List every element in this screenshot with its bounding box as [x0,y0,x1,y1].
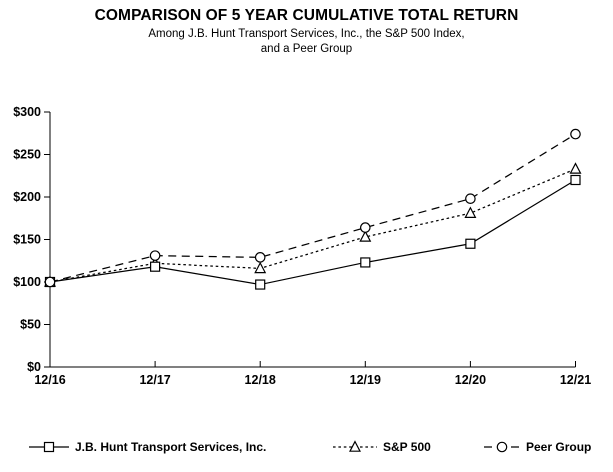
series-line-2 [49,133,576,283]
triangle-marker [569,162,582,174]
chart-legend: J.B. Hunt Transport Services, Inc. S&P 5… [0,440,613,460]
x-tick-label: 12/17 [139,373,170,387]
y-tick-label: $100 [13,275,41,289]
triangle-marker [464,206,477,218]
series-markers-2 [44,128,581,288]
legend-label-jb-hunt: J.B. Hunt Transport Services, Inc. [75,440,267,454]
cumulative-return-line-chart: $0 $50 $100 $150 $200 $250 $300 12/16 12/17 12/18… [13,105,591,387]
legend-swatch-circle-dashed-line [484,441,520,453]
y-tick-label: $250 [13,148,41,162]
square-marker [465,238,476,249]
circle-marker [465,193,476,204]
triangle-marker [349,440,361,452]
triangle-marker [254,261,267,274]
series-line-0 [49,179,576,286]
chart-subtitle-line2: and a Peer Group [260,43,353,55]
square-marker [150,261,161,272]
x-tick-label: 12/18 [245,373,276,387]
chart-subtitle-line1: Among J.B. Hunt Transport Services, Inc.… [148,28,465,40]
legend-swatch-square-solid-line [29,441,69,453]
circle-marker [496,441,508,453]
y-axis-ticks: $0 $50 $100 $150 $200 $250 $300 [13,105,50,374]
y-tick-label: $200 [13,190,41,204]
square-marker [255,279,266,290]
x-axis-ticks: 12/16 12/17 12/18 12/19 12/20 12/21 [34,361,591,387]
circle-marker [570,128,581,140]
legend-swatch-triangle-dotted-line [333,440,377,452]
y-tick-label: $0 [27,360,41,374]
circle-marker [359,222,371,233]
x-tick-label: 12/20 [455,373,486,387]
series-markers-1 [44,162,582,287]
triangle-marker [359,230,372,242]
x-tick-label: 12/21 [560,373,591,387]
y-tick-label: $150 [13,233,41,247]
legend-item-jb-hunt: J.B. Hunt Transport Services, Inc. [29,440,266,454]
y-tick-label: $300 [13,105,41,119]
y-tick-label: $50 [20,318,41,332]
square-marker [360,257,371,268]
chart-title: COMPARISON OF 5 YEAR CUMULATIVE TOTAL RE… [94,7,519,24]
series-line-1 [49,168,576,283]
x-tick-label: 12/19 [350,373,381,387]
square-marker [43,441,55,453]
x-tick-label: 12/16 [34,373,65,387]
square-marker [570,174,581,186]
legend-item-peer-group: Peer Group [484,440,591,454]
circle-marker [149,250,161,261]
circle-marker [44,276,56,288]
series-markers-0 [44,174,581,290]
circle-marker [254,252,266,263]
axes [49,112,576,368]
legend-item-sp500: S&P 500 [333,440,431,454]
legend-label-sp500: S&P 500 [383,440,431,454]
legend-label-peer-group: Peer Group [526,440,592,454]
